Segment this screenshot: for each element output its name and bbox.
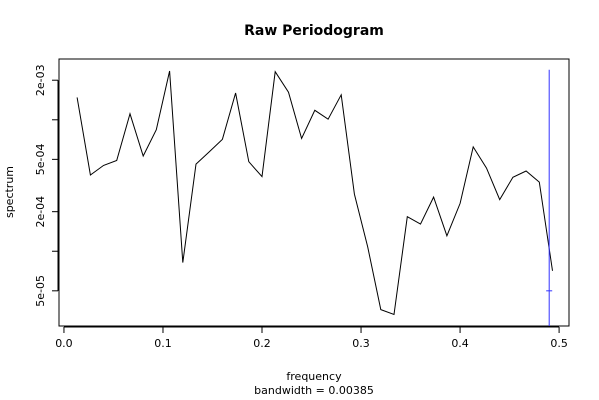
x-tick-label: 0.1	[154, 337, 172, 350]
y-tick-label: 2e-04	[34, 196, 47, 228]
x-tick-label: 0.3	[352, 337, 370, 350]
y-tick-label: 2e-03	[34, 64, 47, 96]
spectrum-line	[76, 70, 553, 316]
y-tick-label: 5e-05	[34, 275, 47, 307]
y-axis-label: spectrum	[3, 166, 16, 218]
plot-frame	[58, 58, 570, 327]
y-tick-label: 5e-04	[34, 143, 47, 175]
confidence-bar	[546, 69, 553, 326]
x-tick-label: 0.4	[451, 337, 469, 350]
x-axis: 0.0 0.1 0.2 0.3 0.4 0.5	[55, 326, 568, 350]
x-tick-label: 0.0	[55, 337, 73, 350]
bandwidth-label: bandwidth = 0.00385	[254, 384, 374, 397]
x-tick-label: 0.2	[253, 337, 271, 350]
x-axis-label: frequency	[286, 370, 342, 383]
series-layer	[76, 70, 553, 316]
x-tick-label: 0.5	[550, 337, 568, 350]
y-axis: 5e-05 2e-04 5e-04 2e-03	[34, 64, 59, 307]
chart-title: Raw Periodogram	[244, 23, 384, 39]
